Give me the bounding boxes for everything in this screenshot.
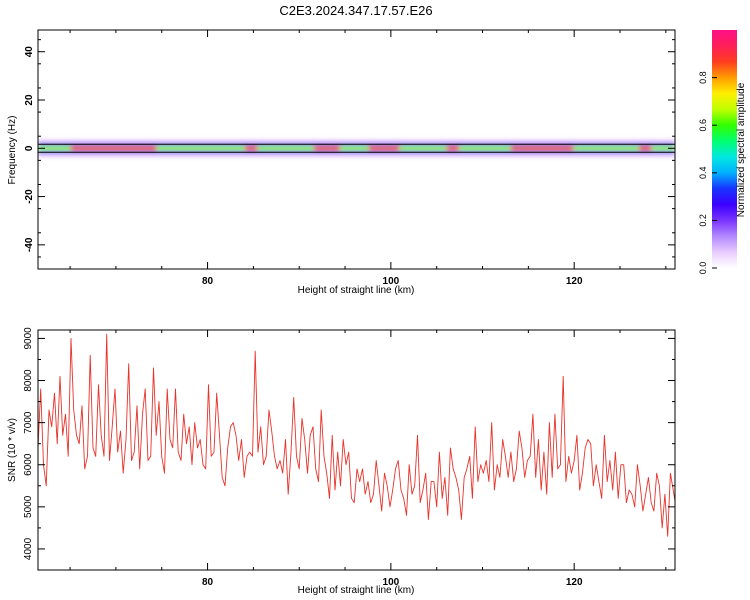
band-hot-core [314,146,339,150]
snr-y-tick-label: 5000 [23,495,34,518]
spectrogram-panel: 80 100 120 -40 -20 0 20 40 Height of straight l… [7,29,676,296]
snr-frame [37,329,676,571]
snr-series-line [38,333,675,537]
spectrogram-x-tick-label: 120 [566,276,583,287]
band-hot-core [246,146,256,150]
snr-y-tick-label: 9000 [23,327,34,350]
colorbar-ticks: 0.0 0.2 0.4 0.6 0.8 [698,71,717,274]
snr-x-tick-label: 100 [383,577,400,588]
band-core [38,146,675,150]
snr-y-tick-label: 7000 [23,411,34,434]
band-hot-core [72,146,156,150]
colorbar-tick-label: 0.4 [698,167,708,180]
spectrogram-y-tick-label: 40 [24,46,35,58]
snr-y-label: SNR (10 * v/v) [7,418,18,482]
colorbar-tick-label: 0.6 [698,119,708,132]
snr-axes: 80 100 120 4000 5000 6000 7000 8000 9000 [23,327,675,588]
snr-panel: 80 100 120 4000 5000 6000 7000 8000 9000 Height … [7,327,676,596]
figure-title: C2E3.2024.347.17.57.E26 [279,3,432,18]
spectrogram-y-tick-label: -20 [24,189,35,204]
snr-x-label: Height of straight line (km) [298,585,415,596]
colorbar-tick-label: 0.8 [698,71,708,84]
snr-plot-area [38,330,675,570]
colorbar-label: Normalized spectral amplitude [736,82,747,217]
spectrogram-x-label: Height of straight line (km) [298,285,415,296]
colorbar: 0.0 0.2 0.4 0.6 0.8 Normalized spectral ampl… [698,30,747,274]
band-hot-core [369,146,399,150]
spectrogram-band [38,139,675,158]
spectrogram-y-tick-label: 0 [24,145,35,151]
spectrogram-y-tick-label: 20 [24,94,35,106]
spectrogram-y-tick-label: -40 [24,237,35,252]
colorbar-gradient [712,30,737,268]
spectrogram-heatmap [38,139,675,158]
colorbar-tick-label: 0.2 [698,214,708,227]
snr-x-tick-label: 80 [202,577,214,588]
band-hot-core [512,146,573,150]
snr-y-tick-label: 8000 [23,369,34,392]
spectrogram-y-label: Frequency (Hz) [7,116,18,185]
snr-y-tick-label: 6000 [23,453,34,476]
band-hot-core [447,146,458,150]
spectrogram-axes: 80 100 120 -40 -20 0 20 40 [24,30,675,287]
snr-y-tick-label: 4000 [23,537,34,560]
colorbar-tick-label: 0.0 [698,262,708,275]
spectrogram-x-tick-label: 80 [202,276,214,287]
snr-x-tick-label: 120 [566,577,583,588]
band-hot-core [640,146,651,150]
spectrogram-x-tick-label: 100 [383,276,400,287]
spectrogram-frame [37,29,676,270]
